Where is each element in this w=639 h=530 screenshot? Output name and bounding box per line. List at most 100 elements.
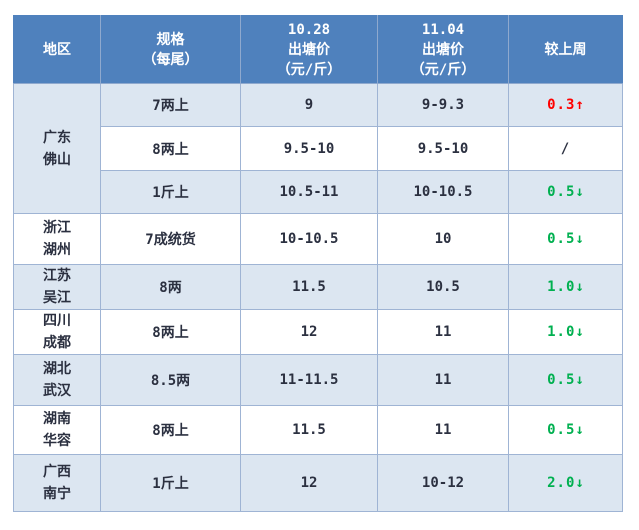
region-name-line1: 湖南: [43, 411, 71, 427]
change-cell: 2.0↓: [508, 454, 623, 512]
region-name-line2: 吴江: [43, 290, 71, 306]
header-price-1028-label: 出塘价: [288, 41, 330, 58]
price-1104-cell: 10-12: [377, 454, 509, 512]
change-arrow-icon: ↓: [575, 231, 584, 247]
spec-cell: 1斤上: [100, 170, 241, 214]
price-1104-cell: 10.5: [377, 264, 509, 310]
region-cell: 广东 佛山: [13, 83, 101, 214]
header-price-1104-date: 11.04: [421, 21, 465, 38]
price-1028-cell: 12: [240, 454, 378, 512]
change-value: 0.5: [547, 231, 576, 247]
change-arrow-icon: ↓: [575, 422, 584, 438]
change-value: 0.5: [547, 372, 576, 388]
region-name-line1: 浙江: [43, 220, 71, 236]
change-cell: /: [508, 126, 623, 171]
region-name-line1: 湖北: [43, 361, 71, 377]
region-cell: 广西 南宁: [13, 454, 101, 512]
region-name-line1: 江苏: [43, 268, 71, 284]
header-change: 较上周: [508, 15, 623, 84]
table-row: 广东 佛山 7两上 9 9-9.3 0.3↑: [13, 83, 623, 214]
header-spec-line2: （每尾）: [142, 51, 199, 68]
price-1104-cell: 9.5-10: [377, 126, 509, 171]
change-arrow-icon: ↓: [575, 324, 584, 340]
header-price-1028-unit: （元/斤）: [276, 61, 342, 78]
change-cell: 0.5↓: [508, 213, 623, 265]
change-cell: 0.5↓: [508, 170, 623, 214]
region-cell: 湖北 武汉: [13, 354, 101, 406]
spec-cell: 7成统货: [100, 213, 241, 265]
region-cell: 浙江 湖州: [13, 213, 101, 265]
header-region: 地区: [13, 15, 101, 84]
table-row: 四川 成都 8两上 12 11 1.0↓: [13, 309, 623, 355]
spec-cell: 8两上: [100, 309, 241, 355]
region-name-line2: 华容: [43, 433, 71, 449]
region-cell: 湖南 华容: [13, 405, 101, 455]
change-value: 1.0: [547, 324, 576, 340]
price-1028-cell: 9: [240, 83, 378, 127]
header-price-1104: 11.04 出塘价 （元/斤）: [377, 15, 509, 84]
region-name-line1: 广西: [43, 464, 71, 480]
price-1104-cell: 10-10.5: [377, 170, 509, 214]
price-1104-cell: 9-9.3: [377, 83, 509, 127]
price-1028-cell: 12: [240, 309, 378, 355]
price-1028-cell: 10-10.5: [240, 213, 378, 265]
price-1028-cell: 9.5-10: [240, 126, 378, 171]
change-value: 1.0: [547, 279, 576, 295]
region-cell: 江苏 吴江: [13, 264, 101, 310]
header-price-1104-label: 出塘价: [422, 41, 464, 58]
header-change-label: 较上周: [544, 41, 587, 58]
spec-cell: 8两: [100, 264, 241, 310]
region-name-line2: 南宁: [43, 486, 71, 502]
table-row: 1斤上 10.5-11 10-10.5 0.5↓: [14, 170, 623, 214]
change-value: 0.5: [547, 184, 576, 200]
header-price-1028-date: 10.28: [287, 21, 331, 38]
change-value: 0.3: [547, 97, 576, 113]
change-cell: 1.0↓: [508, 309, 623, 355]
change-arrow-icon: ↑: [575, 97, 584, 113]
change-value: /: [560, 140, 571, 157]
price-1028-cell: 11.5: [240, 264, 378, 310]
table-row: 浙江 湖州 7成统货 10-10.5 10 0.5↓: [13, 213, 623, 265]
price-table: 地区 规格 （每尾） 10.28 出塘价 （元/斤） 11.04 出塘价 （元/…: [13, 15, 623, 512]
change-value: 2.0: [547, 475, 576, 491]
price-1028-cell: 11-11.5: [240, 354, 378, 406]
spec-cell: 1斤上: [100, 454, 241, 512]
region-name-line1: 四川: [43, 313, 71, 329]
price-1104-cell: 11: [377, 309, 509, 355]
region-name-line2: 武汉: [43, 383, 71, 399]
price-1028-cell: 11.5: [240, 405, 378, 455]
spec-cell: 8.5两: [100, 354, 241, 406]
change-arrow-icon: ↓: [575, 475, 584, 491]
change-arrow-icon: ↓: [575, 184, 584, 200]
change-value: 0.5: [547, 422, 576, 438]
header-price-1028: 10.28 出塘价 （元/斤）: [240, 15, 378, 84]
table-row: 广西 南宁 1斤上 12 10-12 2.0↓: [13, 454, 623, 512]
table-row: 江苏 吴江 8两 11.5 10.5 1.0↓: [13, 264, 623, 310]
header-spec-line1: 规格: [156, 31, 185, 48]
change-cell: 0.5↓: [508, 405, 623, 455]
spec-cell: 8两上: [100, 405, 241, 455]
spec-cell: 7两上: [100, 83, 241, 127]
change-arrow-icon: ↓: [575, 279, 584, 295]
price-1104-cell: 10: [377, 213, 509, 265]
change-cell: 0.3↑: [508, 83, 623, 127]
region-name-line2: 湖州: [43, 242, 71, 258]
header-price-1104-unit: （元/斤）: [410, 61, 476, 78]
price-1104-cell: 11: [377, 354, 509, 406]
table-row: 湖北 武汉 8.5两 11-11.5 11 0.5↓: [13, 354, 623, 406]
header-row: 地区 规格 （每尾） 10.28 出塘价 （元/斤） 11.04 出塘价 （元/…: [13, 15, 623, 84]
price-1104-cell: 11: [377, 405, 509, 455]
region-name-line2: 成都: [43, 335, 71, 351]
region-name-line2: 佛山: [43, 151, 71, 168]
change-cell: 1.0↓: [508, 264, 623, 310]
change-cell: 0.5↓: [508, 354, 623, 406]
table-row: 8两上 9.5-10 9.5-10 /: [14, 126, 623, 171]
header-region-label: 地区: [43, 41, 71, 58]
table-row: 湖南 华容 8两上 11.5 11 0.5↓: [13, 405, 623, 455]
change-arrow-icon: ↓: [575, 372, 584, 388]
region-cell: 四川 成都: [13, 309, 101, 355]
header-spec: 规格 （每尾）: [100, 15, 241, 84]
spec-cell: 8两上: [100, 126, 241, 171]
region-name-line1: 广东: [43, 129, 71, 146]
price-1028-cell: 10.5-11: [240, 170, 378, 214]
